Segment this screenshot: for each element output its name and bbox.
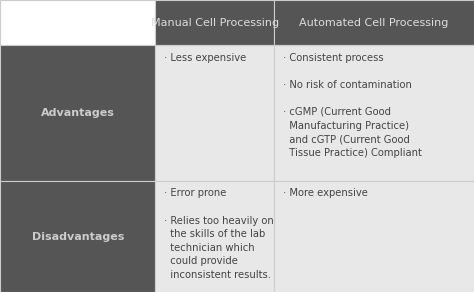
Bar [0,0,155,45]
Text: Advantages: Advantages [41,108,115,118]
Text: · Less expensive: · Less expensive [164,53,246,62]
Bar [274,181,474,292]
Bar [155,181,274,292]
Bar [155,0,274,45]
Bar [0,45,155,181]
Text: · Consistent process

· No risk of contamination

· cGMP (Current Good
  Manufac: · Consistent process · No risk of contam… [283,53,421,158]
Bar [155,45,274,181]
Bar [274,45,474,181]
Text: · Error prone

· Relies too heavily on
  the skills of the lab
  technician whic: · Error prone · Relies too heavily on th… [164,188,274,280]
Text: Manual Cell Processing: Manual Cell Processing [151,18,279,28]
Bar [0,181,155,292]
Text: · More expensive: · More expensive [283,188,367,198]
Text: Disadvantages: Disadvantages [32,232,124,241]
Text: Automated Cell Processing: Automated Cell Processing [299,18,449,28]
Bar [274,0,474,45]
